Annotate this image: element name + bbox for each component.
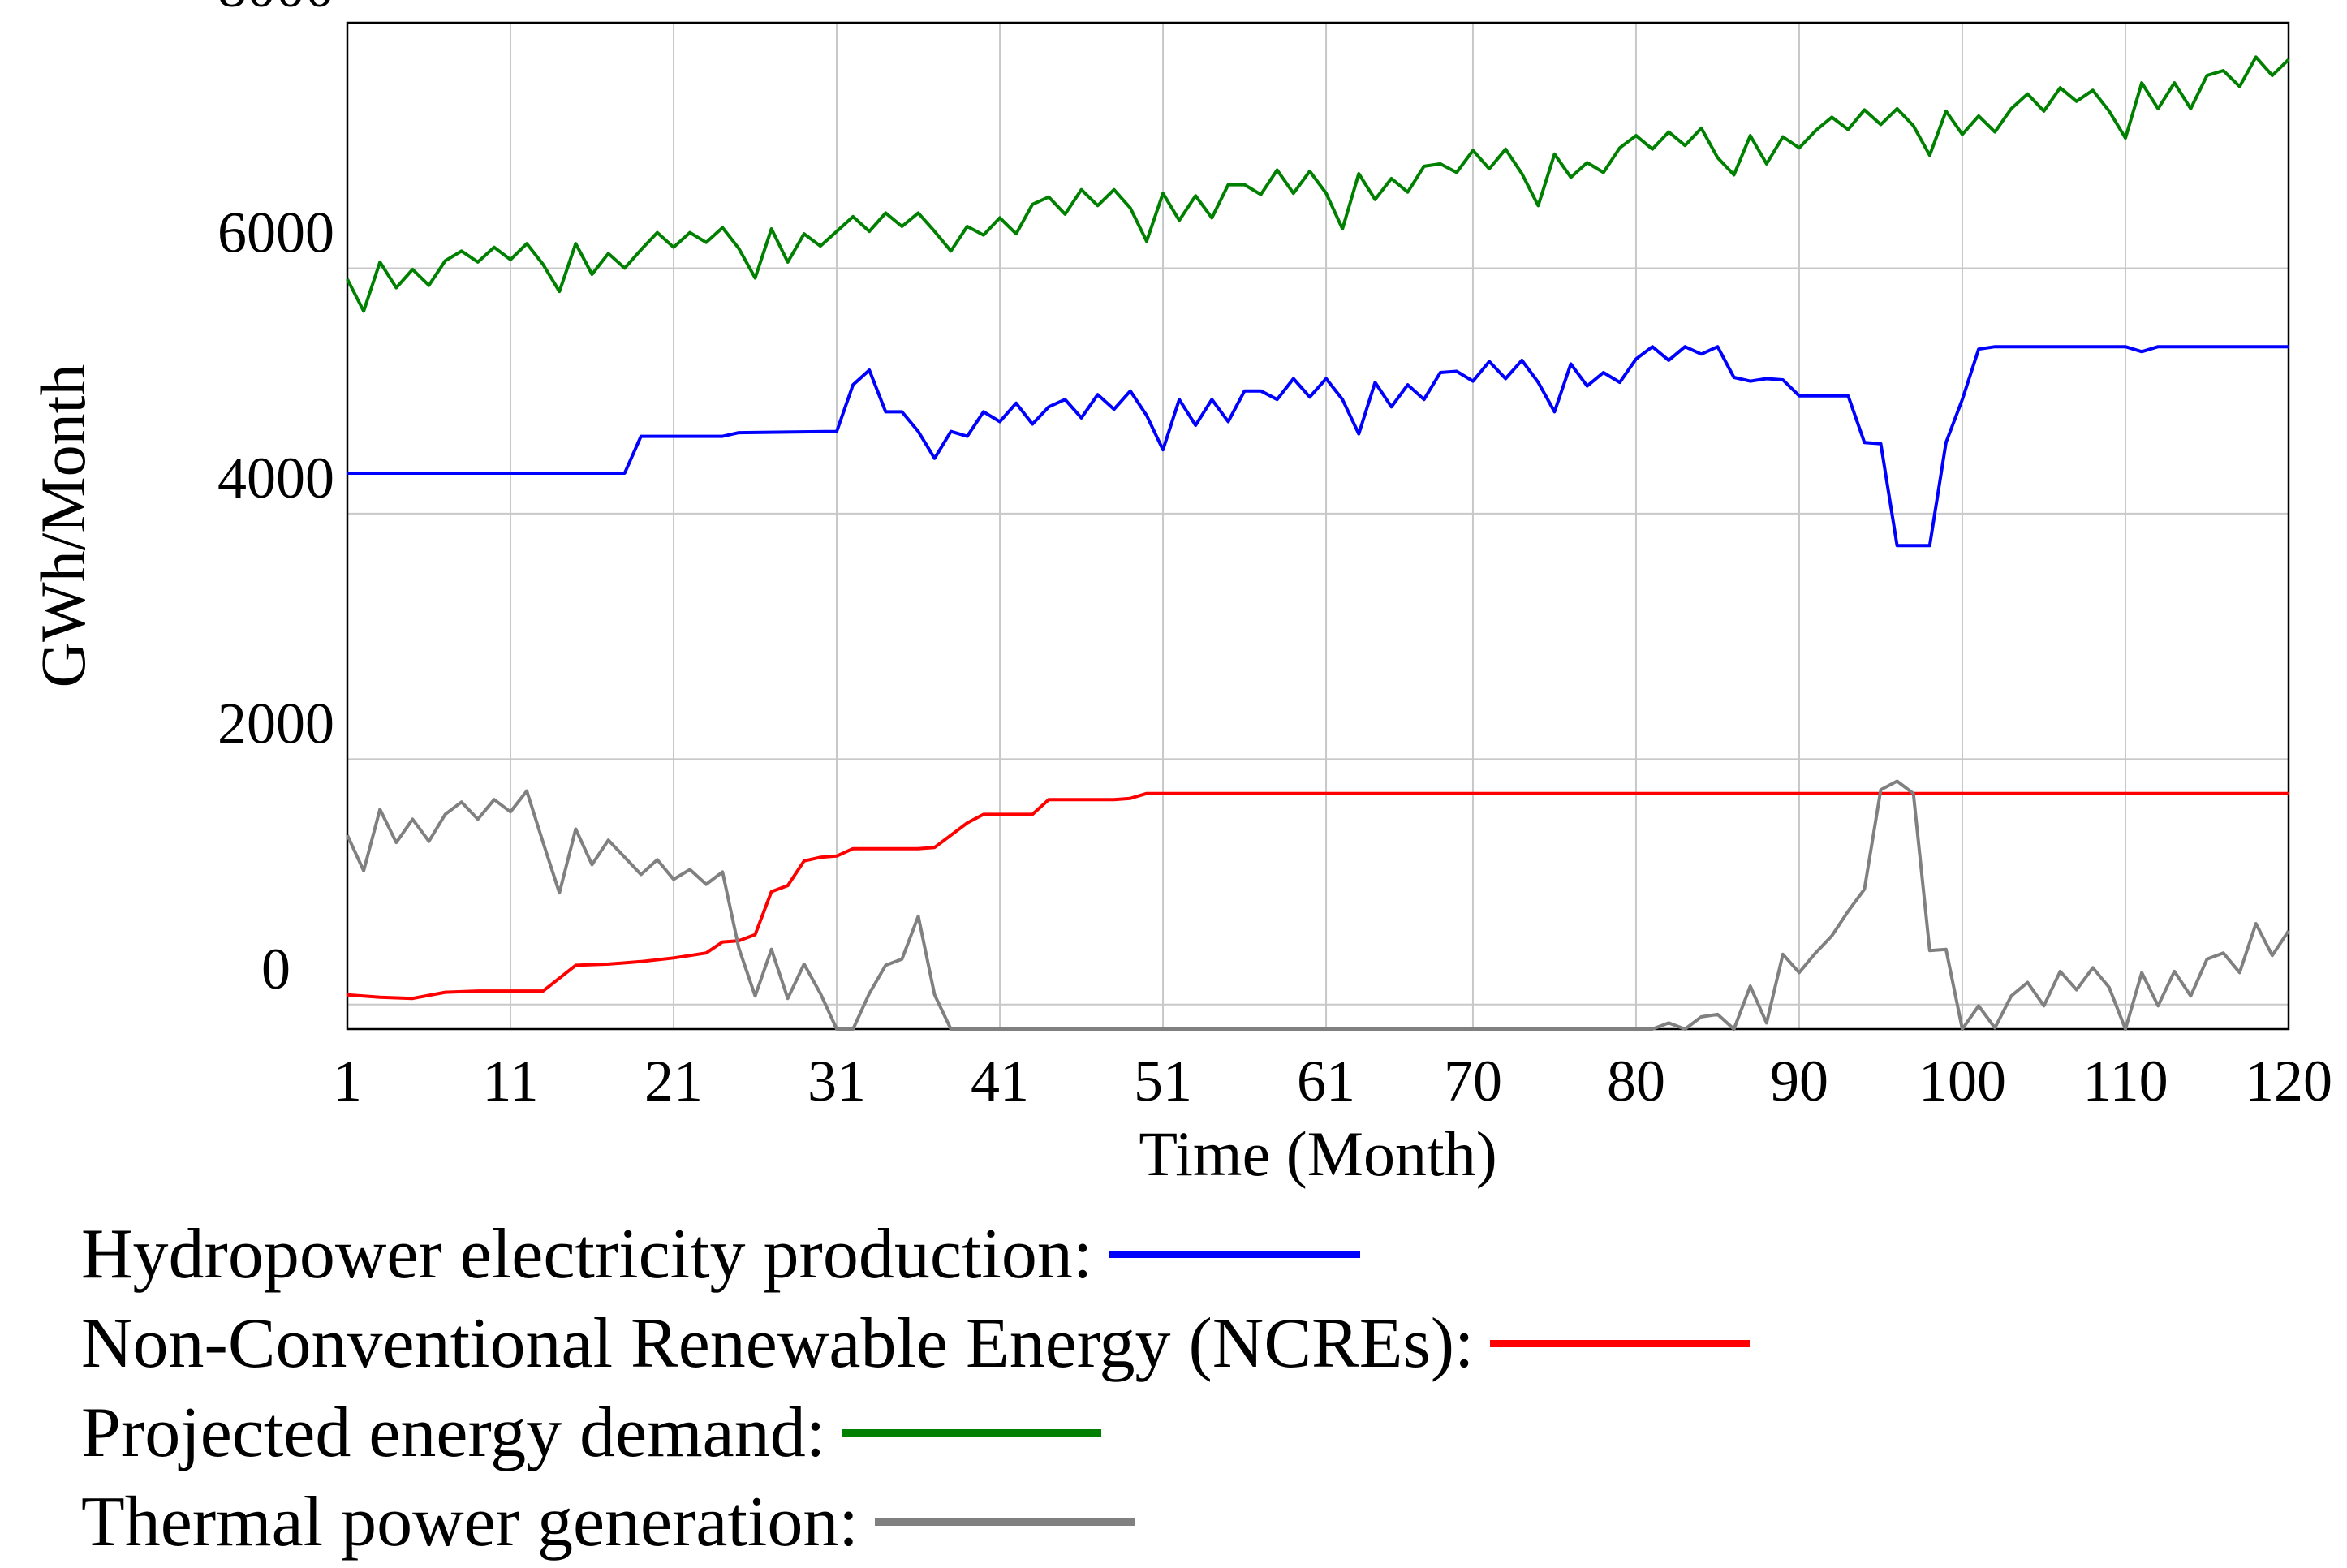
y-tick-label: 4000 <box>217 446 334 510</box>
legend-label-thermal: Thermal power generation: <box>81 1482 859 1562</box>
x-tick-label: 110 <box>2082 1049 2168 1114</box>
legend-swatch-hydropower <box>1109 1250 1361 1258</box>
series-line-0 <box>347 345 2289 548</box>
series-line-2 <box>346 55 2290 313</box>
x-tick-label: 80 <box>1607 1049 1665 1114</box>
x-tick-label: 90 <box>1770 1049 1828 1114</box>
legend-label-hydropower: Hydropower electricity production: <box>81 1214 1093 1294</box>
x-axis-title: Time (Month) <box>1139 1118 1496 1189</box>
x-tick-label: 41 <box>971 1049 1029 1114</box>
legend-item-ncres: Non-Conventional Renewable Energy (NCREs… <box>81 1299 1751 1388</box>
legend-label-demand: Projected energy demand: <box>81 1393 826 1472</box>
legend-item-thermal: Thermal power generation: <box>81 1477 1750 1566</box>
y-tick-label: 6000 <box>217 200 334 265</box>
series-layer <box>346 55 2290 1031</box>
legend-item-hydropower: Hydropower electricity production: <box>81 1209 1750 1299</box>
series-line-1 <box>347 791 2289 1001</box>
legend-swatch-demand <box>842 1428 1102 1437</box>
grid-lines <box>347 22 2289 1029</box>
plot-frame <box>346 21 2290 1031</box>
x-tick-label: 51 <box>1134 1049 1192 1114</box>
legend-label-ncres: Non-Conventional Renewable Energy (NCREs… <box>81 1303 1475 1383</box>
x-tick-label: 11 <box>482 1049 538 1114</box>
x-tick-label: 61 <box>1297 1049 1355 1114</box>
y-tick-label: 0 <box>261 937 291 1002</box>
x-tick-label: 1 <box>333 1049 362 1114</box>
y-tick-label: 8000 <box>217 0 334 19</box>
x-tick-label: 120 <box>2245 1049 2332 1114</box>
y-tick-label: 2000 <box>217 691 334 756</box>
x-tick-label: 100 <box>1919 1049 2006 1114</box>
y-axis-title: GWh/Month <box>28 364 98 688</box>
x-tick-label: 70 <box>1444 1049 1502 1114</box>
x-tick-labels: 1 11 21 31 41 51 61 70 80 90 100 110 120 <box>333 1049 2332 1114</box>
legend: Hydropower electricity production: Non-C… <box>81 1209 1751 1566</box>
x-tick-label: 31 <box>807 1049 866 1114</box>
y-tick-labels: 8000 6000 4000 2000 0 <box>217 0 334 1002</box>
legend-swatch-thermal <box>874 1518 1135 1526</box>
x-tick-label: 21 <box>644 1049 703 1114</box>
legend-item-demand: Projected energy demand: <box>81 1388 1750 1477</box>
legend-swatch-ncres <box>1490 1339 1751 1347</box>
series-line-3 <box>346 779 2290 1031</box>
